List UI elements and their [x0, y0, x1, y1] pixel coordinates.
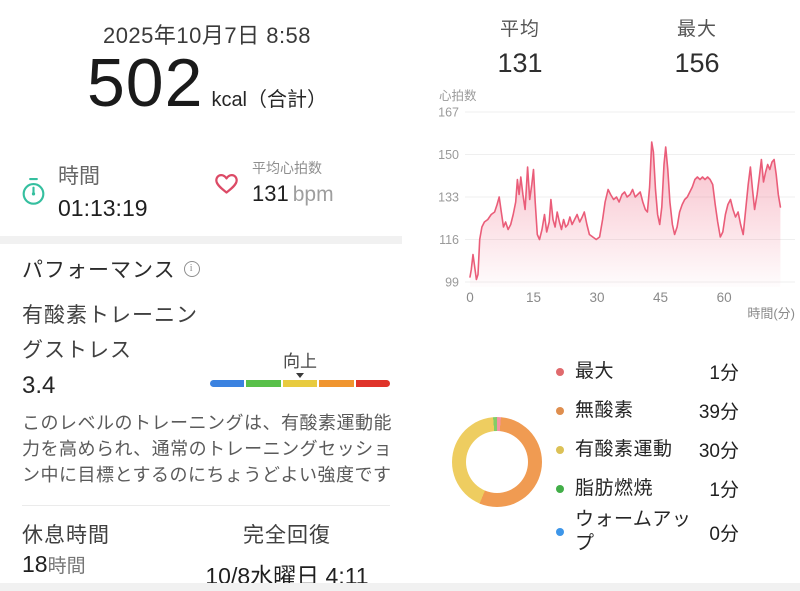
legend-row-0: 最大 1分: [548, 352, 744, 391]
section-divider-band: [0, 236, 402, 244]
legend-label: 有酸素運動: [575, 438, 673, 460]
calories-value: 502: [86, 45, 204, 121]
legend-dot-icon: [556, 406, 564, 415]
hr-max-stat: 最大 156: [674, 14, 719, 79]
info-icon[interactable]: [183, 261, 200, 277]
legend-dot-icon: [556, 367, 564, 376]
duration-label: 時間: [58, 165, 100, 188]
calories-unit: kcal（合計）: [211, 89, 328, 111]
gauge-bar: [210, 380, 391, 387]
stopwatch-icon: [20, 176, 47, 207]
hr-zones-legend: 最大 1分 無酸素 39分 有酸素運動 30分 脂肪燃焼 1分 ウォームアップ 0分: [548, 352, 744, 556]
rest-time-value: 18: [22, 551, 48, 577]
hr-average-label: 平均: [499, 19, 540, 40]
bottom-divider-band: [0, 583, 800, 591]
heart-rate-card: 平均 131 最大 156 心拍数 167 150 133 116 99 0 15 30 45 60…: [402, 0, 800, 591]
legend-value: 1分: [709, 480, 739, 501]
performance-header: パフォーマンス: [22, 254, 200, 284]
avg-heart-rate-stat: 平均心拍数 131 bpm: [212, 158, 334, 207]
rest-time-unit: 時間: [47, 556, 86, 577]
legend-label: ウォームアップ: [575, 509, 692, 554]
avg-heart-rate-label: 平均心拍数: [252, 160, 322, 176]
divider-line: [22, 505, 390, 506]
legend-dot-icon: [556, 445, 564, 454]
gauge-segment-2: [282, 380, 318, 387]
hr-zones-donut-chart: [452, 417, 542, 507]
summary-card: 2025年10月7日 8:58 502 kcal（合計） 時間 01:13:19: [0, 0, 402, 591]
y-tick-label: 150: [438, 148, 459, 162]
y-tick-label: 167: [438, 106, 459, 120]
y-tick-label: 99: [445, 276, 459, 290]
duration-stat: 時間 01:13:19: [20, 160, 148, 222]
legend-dot-icon: [556, 528, 564, 536]
aerobic-training-stress-label: 有酸素トレーニン グストレス: [22, 304, 198, 362]
legend-value: 39分: [698, 402, 739, 423]
y-tick-label: 116: [439, 233, 459, 247]
full-recovery-block: 完全回復 10/8水曜日 4:11: [205, 519, 368, 591]
gauge-segment-3: [319, 380, 354, 387]
x-tick-label: 15: [526, 290, 541, 305]
training-effect-gauge: 向上: [210, 347, 391, 387]
heart-icon: [212, 169, 241, 196]
avg-heart-rate-unit: bpm: [292, 183, 334, 206]
legend-value: 1分: [709, 363, 739, 384]
avg-heart-rate-value: 131: [252, 181, 289, 206]
gauge-segment-4: [355, 380, 391, 387]
legend-label: 脂肪燃焼: [575, 477, 654, 499]
calories-row: 502 kcal（合計）: [0, 45, 414, 121]
gauge-pointer-label: 向上: [283, 352, 317, 371]
x-tick-label: 60: [717, 290, 732, 305]
heart-rate-chart: 心拍数 167 150 133 116 99 0 15 30 45 60 時間(分): [438, 88, 795, 321]
x-tick-label: 30: [590, 290, 605, 305]
y-tick-label: 133: [438, 191, 459, 205]
training-stress-score: 3.4: [22, 372, 56, 399]
legend-label: 無酸素: [575, 399, 634, 421]
duration-value: 01:13:19: [58, 195, 148, 221]
donut-hole: [466, 431, 528, 493]
x-tick-label: 45: [653, 290, 668, 305]
hr-max-value: 156: [674, 48, 720, 78]
full-recovery-label: 完全回復: [243, 524, 331, 547]
training-description: このレベルのトレーニングは、有酸素運動能 力を高められ、通常のトレーニングセッシ…: [22, 413, 393, 485]
performance-title: パフォーマンス: [22, 259, 176, 282]
legend-value: 0分: [709, 523, 739, 545]
gauge-segment-0: [210, 380, 245, 387]
legend-row-1: 無酸素 39分: [548, 391, 744, 430]
rest-time-label: 休息時間: [22, 524, 110, 547]
legend-dot-icon: [556, 484, 564, 493]
hr-average-stat: 平均 131: [497, 14, 542, 79]
x-axis-label: 時間(分): [747, 306, 795, 321]
rest-time-block: 休息時間 18時間: [22, 519, 110, 577]
legend-row-2: 有酸素運動 30分: [548, 430, 744, 469]
hr-max-label: 最大: [676, 19, 717, 40]
heart-rate-line: [469, 141, 782, 281]
legend-row-3: 脂肪燃焼 1分: [548, 469, 744, 508]
legend-label: 最大: [575, 360, 615, 382]
chart-title: 心拍数: [439, 88, 477, 103]
hr-average-value: 131: [497, 48, 543, 78]
gauge-segment-1: [246, 380, 281, 387]
legend-row-4: ウォームアップ 0分: [548, 508, 744, 556]
gauge-pointer: 向上: [210, 347, 390, 378]
workout-date: 2025年10月7日 8:58: [102, 23, 312, 48]
legend-value: 30分: [698, 441, 739, 462]
x-tick-label: 0: [466, 290, 474, 305]
gauge-pointer-triangle-icon: [296, 373, 304, 378]
